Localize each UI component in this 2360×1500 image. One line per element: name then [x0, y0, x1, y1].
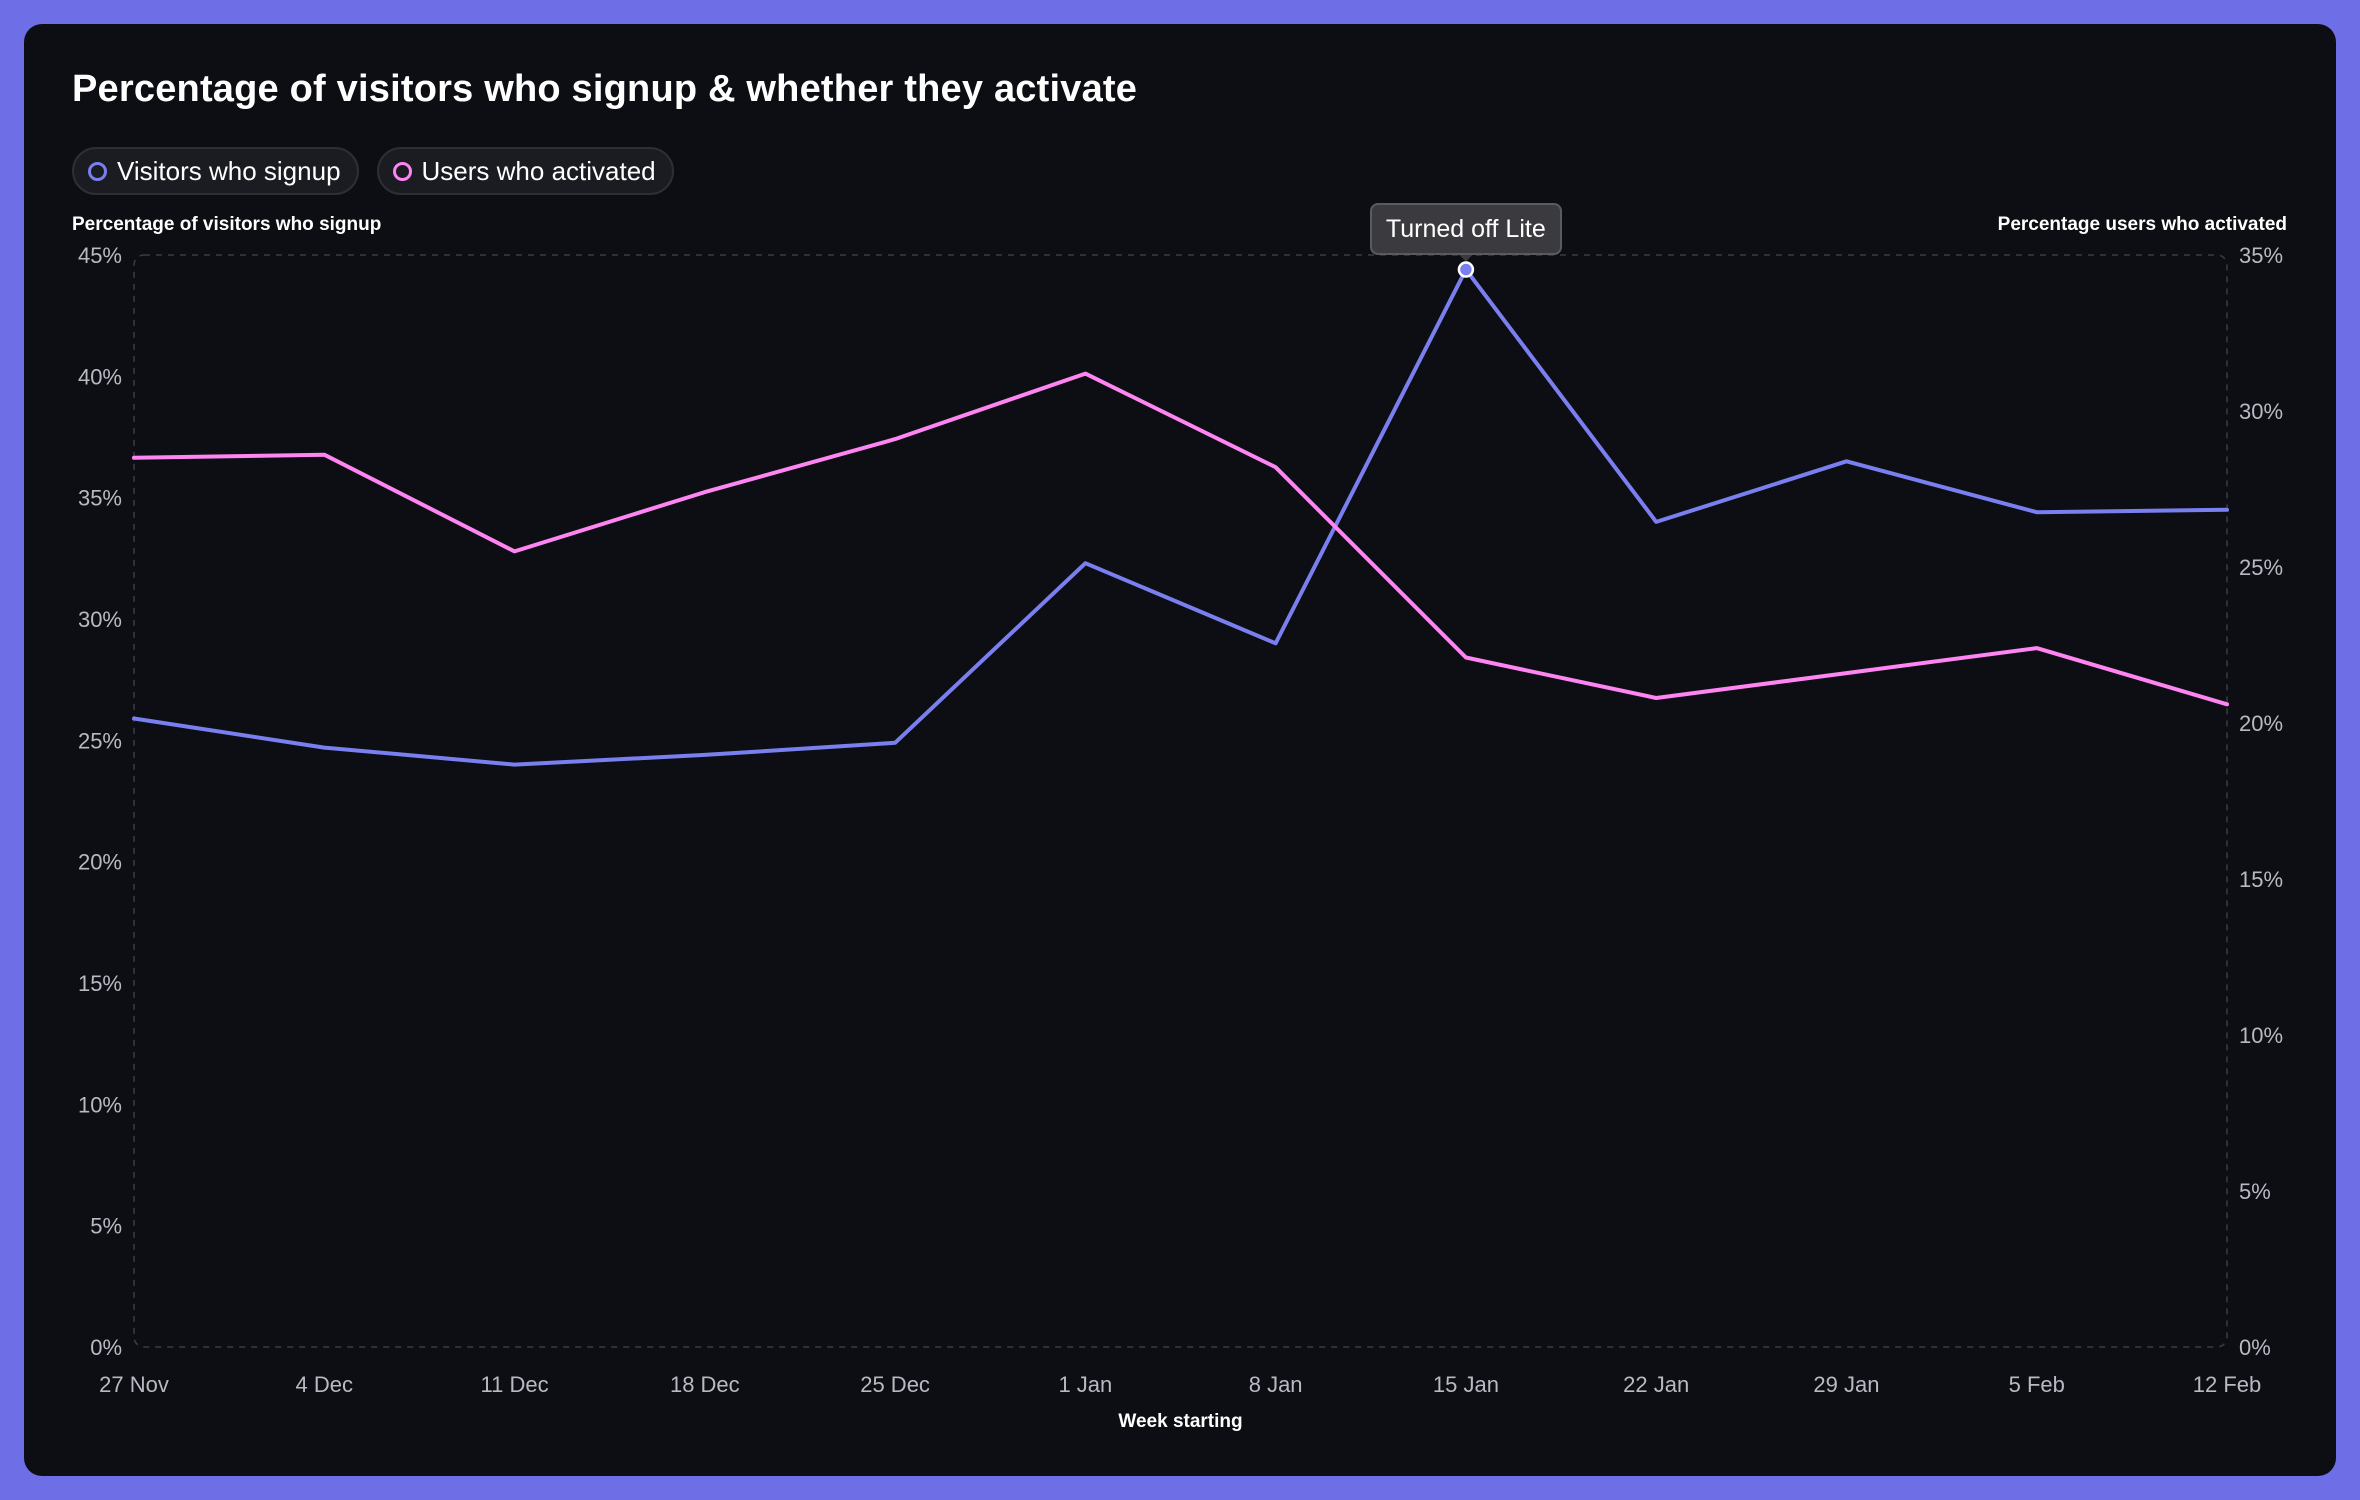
- x-tick: 12 Feb: [2193, 1372, 2262, 1397]
- x-tick: 5 Feb: [2009, 1372, 2065, 1397]
- y-tick-right: 30%: [2239, 399, 2283, 424]
- series-line-activated: [132, 371, 2229, 707]
- y-tick-left: 30%: [78, 607, 122, 632]
- circle-icon: [88, 161, 107, 181]
- x-tick: 1 Jan: [1058, 1372, 1112, 1397]
- y-axis-right-title: Percentage users who activated: [1998, 214, 2287, 235]
- x-tick: 29 Jan: [1813, 1372, 1879, 1397]
- y-tick-right: 15%: [2239, 867, 2283, 892]
- y-tick-right: 20%: [2239, 711, 2283, 736]
- legend: Visitors who signup Users who activated: [72, 147, 674, 195]
- y-tick-left: 25%: [78, 728, 122, 753]
- annotation-point: [1457, 261, 1475, 278]
- series-line-signup: [132, 267, 2229, 767]
- circle-icon: [392, 161, 412, 181]
- y-tick-right: 35%: [2239, 243, 2283, 268]
- legend-label: Users who activated: [421, 155, 656, 186]
- y-tick-left: 45%: [78, 243, 122, 268]
- x-tick: 8 Jan: [1249, 1372, 1303, 1397]
- y-tick-right: 5%: [2239, 1179, 2271, 1204]
- x-tick: 27 Nov: [99, 1372, 169, 1397]
- y-tick-left: 35%: [78, 486, 122, 511]
- y-tick-left: 20%: [78, 850, 122, 875]
- x-axis-title: Week starting: [1118, 1411, 1242, 1432]
- y-tick-left: 0%: [90, 1335, 122, 1360]
- y-tick-right: 25%: [2239, 555, 2283, 580]
- y-tick-left: 15%: [78, 971, 122, 996]
- x-tick: 25 Dec: [860, 1372, 930, 1397]
- chart-title: Percentage of visitors who signup & whet…: [72, 68, 1138, 110]
- plot-area-border: [133, 254, 2228, 1348]
- y-tick-left: 10%: [78, 1092, 122, 1117]
- legend-label: Visitors who signup: [117, 155, 341, 186]
- x-tick: 22 Jan: [1623, 1372, 1689, 1397]
- y-tick-right: 0%: [2239, 1335, 2271, 1360]
- x-tick: 15 Jan: [1433, 1372, 1499, 1397]
- y-tick-right: 10%: [2239, 1023, 2283, 1048]
- x-tick: 18 Dec: [670, 1372, 740, 1397]
- y-tick-left: 5%: [90, 1214, 122, 1239]
- legend-item-activated[interactable]: Users who activated: [376, 147, 674, 195]
- y-tick-left: 40%: [78, 364, 122, 389]
- chart-card: [24, 24, 2336, 1476]
- legend-item-signup[interactable]: Visitors who signup: [72, 147, 359, 195]
- y-axis-left-title: Percentage of visitors who signup: [72, 214, 381, 235]
- annotation-tooltip: Turned off Lite: [1369, 203, 1562, 255]
- x-tick: 11 Dec: [481, 1372, 549, 1397]
- x-tick: 4 Dec: [296, 1372, 353, 1397]
